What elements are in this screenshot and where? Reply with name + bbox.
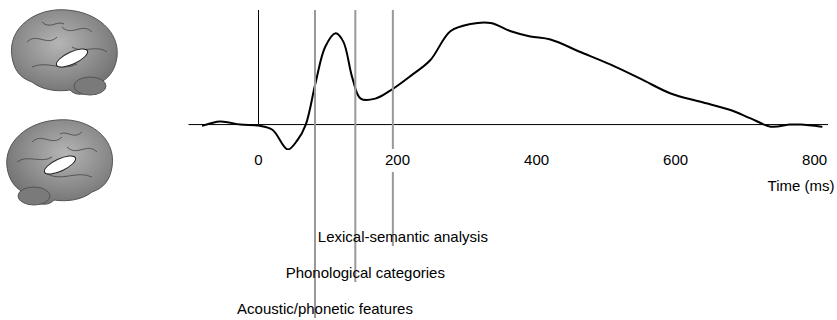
svg-text:Lexical-semantic analysis: Lexical-semantic analysis [318, 228, 488, 245]
svg-text:Acoustic/phonetic features: Acoustic/phonetic features [237, 300, 413, 317]
svg-text:0: 0 [254, 151, 262, 168]
svg-text:600: 600 [663, 151, 688, 168]
svg-text:400: 400 [524, 151, 549, 168]
svg-text:800: 800 [802, 151, 827, 168]
svg-text:Phonological categories: Phonological categories [286, 264, 445, 281]
svg-text:Time (ms): Time (ms) [768, 177, 835, 194]
svg-text:200: 200 [385, 151, 410, 168]
